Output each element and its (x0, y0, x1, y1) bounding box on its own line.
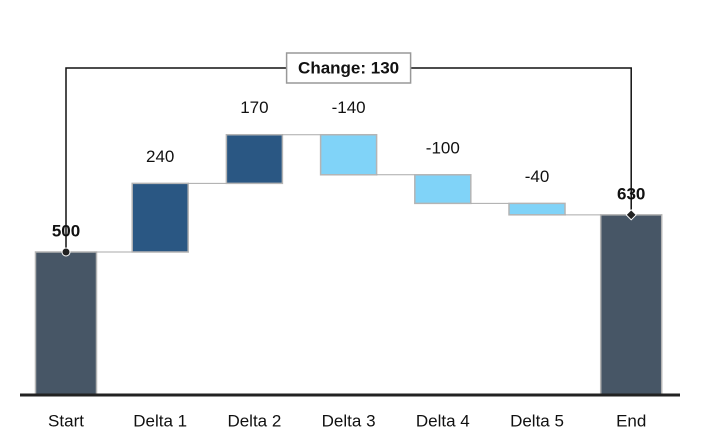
value-label: 170 (240, 98, 268, 117)
x-tick-label: Delta 4 (416, 411, 470, 430)
value-label: -100 (426, 138, 460, 157)
bar (599, 214, 663, 396)
bar (508, 202, 566, 216)
x-tick-label: Start (48, 411, 84, 430)
bar (34, 251, 98, 396)
annotation-box (285, 52, 412, 84)
value-label: -140 (332, 98, 366, 117)
bar (414, 174, 472, 205)
x-tick-label: Delta 5 (510, 411, 564, 430)
x-tick-label: Delta 2 (227, 411, 281, 430)
annotation: Change: 130 (298, 58, 399, 77)
x-tick-label: Delta 3 (322, 411, 376, 430)
x-tick-label: End (616, 411, 646, 430)
bar (225, 133, 284, 185)
value-label: 240 (146, 147, 174, 166)
end-marker (625, 209, 637, 221)
value-label: -40 (525, 167, 550, 186)
bar (131, 182, 189, 253)
x-tick-label: Delta 1 (133, 411, 187, 430)
bar (319, 133, 378, 176)
start-marker (61, 247, 71, 257)
